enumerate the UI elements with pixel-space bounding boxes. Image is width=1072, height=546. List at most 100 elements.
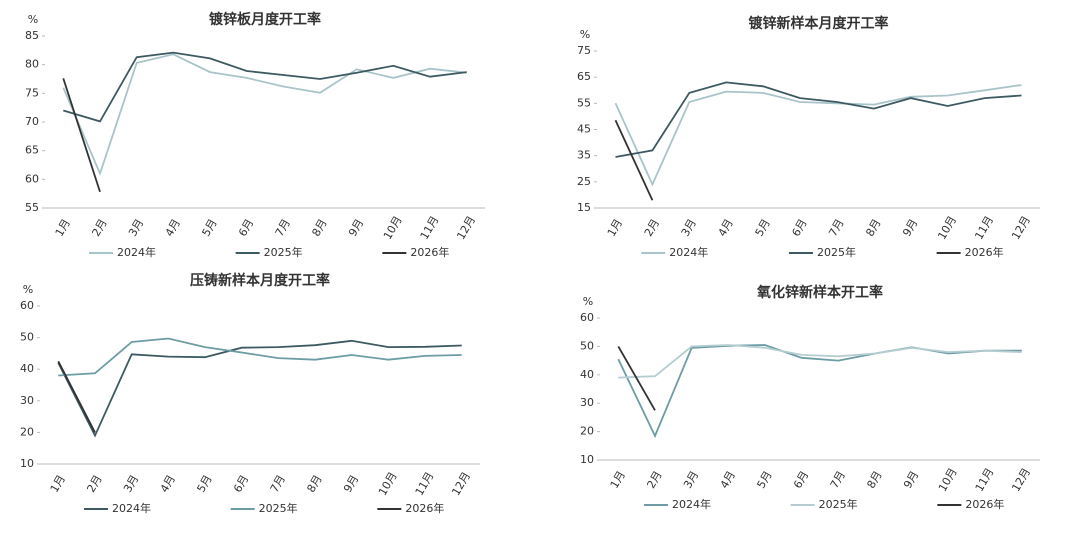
x-tick-label: 11月 [418, 214, 442, 242]
chart-title: 压铸新样本月度开工率 [190, 272, 330, 289]
y-tick-label: 65 [577, 70, 591, 83]
y-tick-label: 35 [577, 149, 591, 162]
x-tick-label: 1月 [53, 217, 73, 239]
series-line [62, 53, 467, 177]
series-line [614, 84, 1022, 187]
legend-label: 2024年 [669, 245, 708, 259]
chart-title: 氧化锌新样本开工率 [756, 284, 883, 301]
x-tick-label: 1月 [605, 217, 625, 239]
legend-label: 2024年 [112, 501, 151, 515]
x-tick-label: 3月 [681, 469, 701, 491]
y-tick-label: 40 [580, 368, 594, 381]
x-tick-label: 8月 [304, 473, 324, 495]
legend-label: 2025年 [259, 501, 298, 515]
x-tick-label: 4月 [718, 469, 738, 491]
x-tick-label: 5月 [199, 217, 219, 239]
y-tick-label: 25 [577, 175, 591, 188]
legend-label: 2026年 [410, 245, 449, 259]
x-tick-label: 4月 [716, 217, 736, 239]
y-tick-label: 75 [577, 44, 591, 57]
x-tick-label: 12月 [1009, 466, 1033, 494]
y-tick-label: 85 [25, 29, 39, 42]
chart-title: 镀锌板月度开工率 [209, 11, 321, 28]
legend-label: 2024年 [117, 245, 156, 259]
x-tick-label: 9月 [901, 469, 921, 491]
x-tick-label: 3月 [121, 473, 141, 495]
x-tick-label: 7月 [268, 473, 288, 495]
y-tick-label: 65 [25, 144, 39, 157]
x-tick-label: 8月 [863, 217, 883, 239]
y-tick-label: 55 [25, 201, 39, 214]
series-line [57, 339, 462, 438]
y-tick-label: 60 [580, 311, 594, 324]
x-tick-label: 2月 [642, 217, 662, 239]
x-tick-label: 6月 [231, 473, 251, 495]
y-tick-label: 30 [20, 394, 34, 407]
y-tick-label: 15 [577, 201, 591, 214]
y-tick-label: 20 [20, 425, 34, 438]
legend-label: 2025年 [264, 245, 303, 259]
y-tick-label: 80 [25, 58, 39, 71]
x-tick-label: 4月 [158, 473, 178, 495]
x-tick-label: 5月 [194, 473, 214, 495]
y-tick-label: 10 [20, 457, 34, 470]
x-tick-label: 12月 [449, 470, 473, 498]
x-tick-label: 11月 [972, 214, 996, 242]
legend-label: 2026年 [965, 497, 1004, 511]
y-tick-label: 70 [25, 115, 39, 128]
x-tick-label: 12月 [454, 214, 478, 242]
legend-label: 2025年 [819, 497, 858, 511]
y-tick-label: 50 [580, 339, 594, 352]
x-tick-label: 7月 [828, 469, 848, 491]
y-axis-label: % [583, 295, 593, 308]
x-tick-label: 8月 [309, 217, 329, 239]
y-tick-label: 75 [25, 86, 39, 99]
series-line [615, 81, 1022, 158]
y-axis-label: % [580, 28, 590, 41]
legend-label: 2026年 [405, 501, 444, 515]
y-tick-label: 50 [20, 331, 34, 344]
y-tick-label: 20 [580, 425, 594, 438]
y-tick-label: 40 [20, 362, 34, 375]
x-tick-label: 2月 [644, 469, 664, 491]
x-tick-label: 5月 [753, 217, 773, 239]
x-tick-label: 5月 [754, 469, 774, 491]
series-line [62, 78, 101, 193]
series-line [618, 344, 1022, 379]
x-tick-label: 3月 [126, 217, 146, 239]
x-tick-label: 10月 [935, 214, 959, 242]
y-axis-label: % [23, 283, 33, 296]
x-tick-label: 10月 [376, 470, 400, 498]
series-line [617, 344, 1022, 439]
x-tick-label: 8月 [864, 469, 884, 491]
x-tick-label: 10月 [381, 214, 405, 242]
x-tick-label: 6月 [236, 217, 256, 239]
series-line [617, 345, 656, 411]
x-tick-label: 11月 [413, 470, 437, 498]
x-tick-label: 7月 [826, 217, 846, 239]
x-tick-label: 11月 [973, 466, 997, 494]
series-line [614, 119, 654, 201]
series-line [63, 51, 467, 123]
y-tick-label: 60 [25, 172, 39, 185]
y-axis-label: % [28, 13, 38, 26]
legend-label: 2024年 [672, 497, 711, 511]
x-tick-label: 9月 [900, 217, 920, 239]
x-tick-label: 9月 [341, 473, 361, 495]
x-tick-label: 6月 [791, 469, 811, 491]
x-tick-label: 1月 [608, 469, 628, 491]
y-tick-label: 55 [577, 96, 591, 109]
x-tick-label: 6月 [789, 217, 809, 239]
y-tick-label: 45 [577, 123, 591, 136]
x-tick-label: 3月 [679, 217, 699, 239]
y-tick-label: 10 [580, 453, 594, 466]
x-tick-label: 1月 [48, 473, 68, 495]
legend-label: 2026年 [965, 245, 1004, 259]
legend-label: 2025年 [817, 245, 856, 259]
x-tick-label: 7月 [273, 217, 293, 239]
x-tick-label: 12月 [1009, 214, 1033, 242]
series-line [57, 360, 96, 433]
x-tick-label: 10月 [936, 466, 960, 494]
x-tick-label: 9月 [346, 217, 366, 239]
